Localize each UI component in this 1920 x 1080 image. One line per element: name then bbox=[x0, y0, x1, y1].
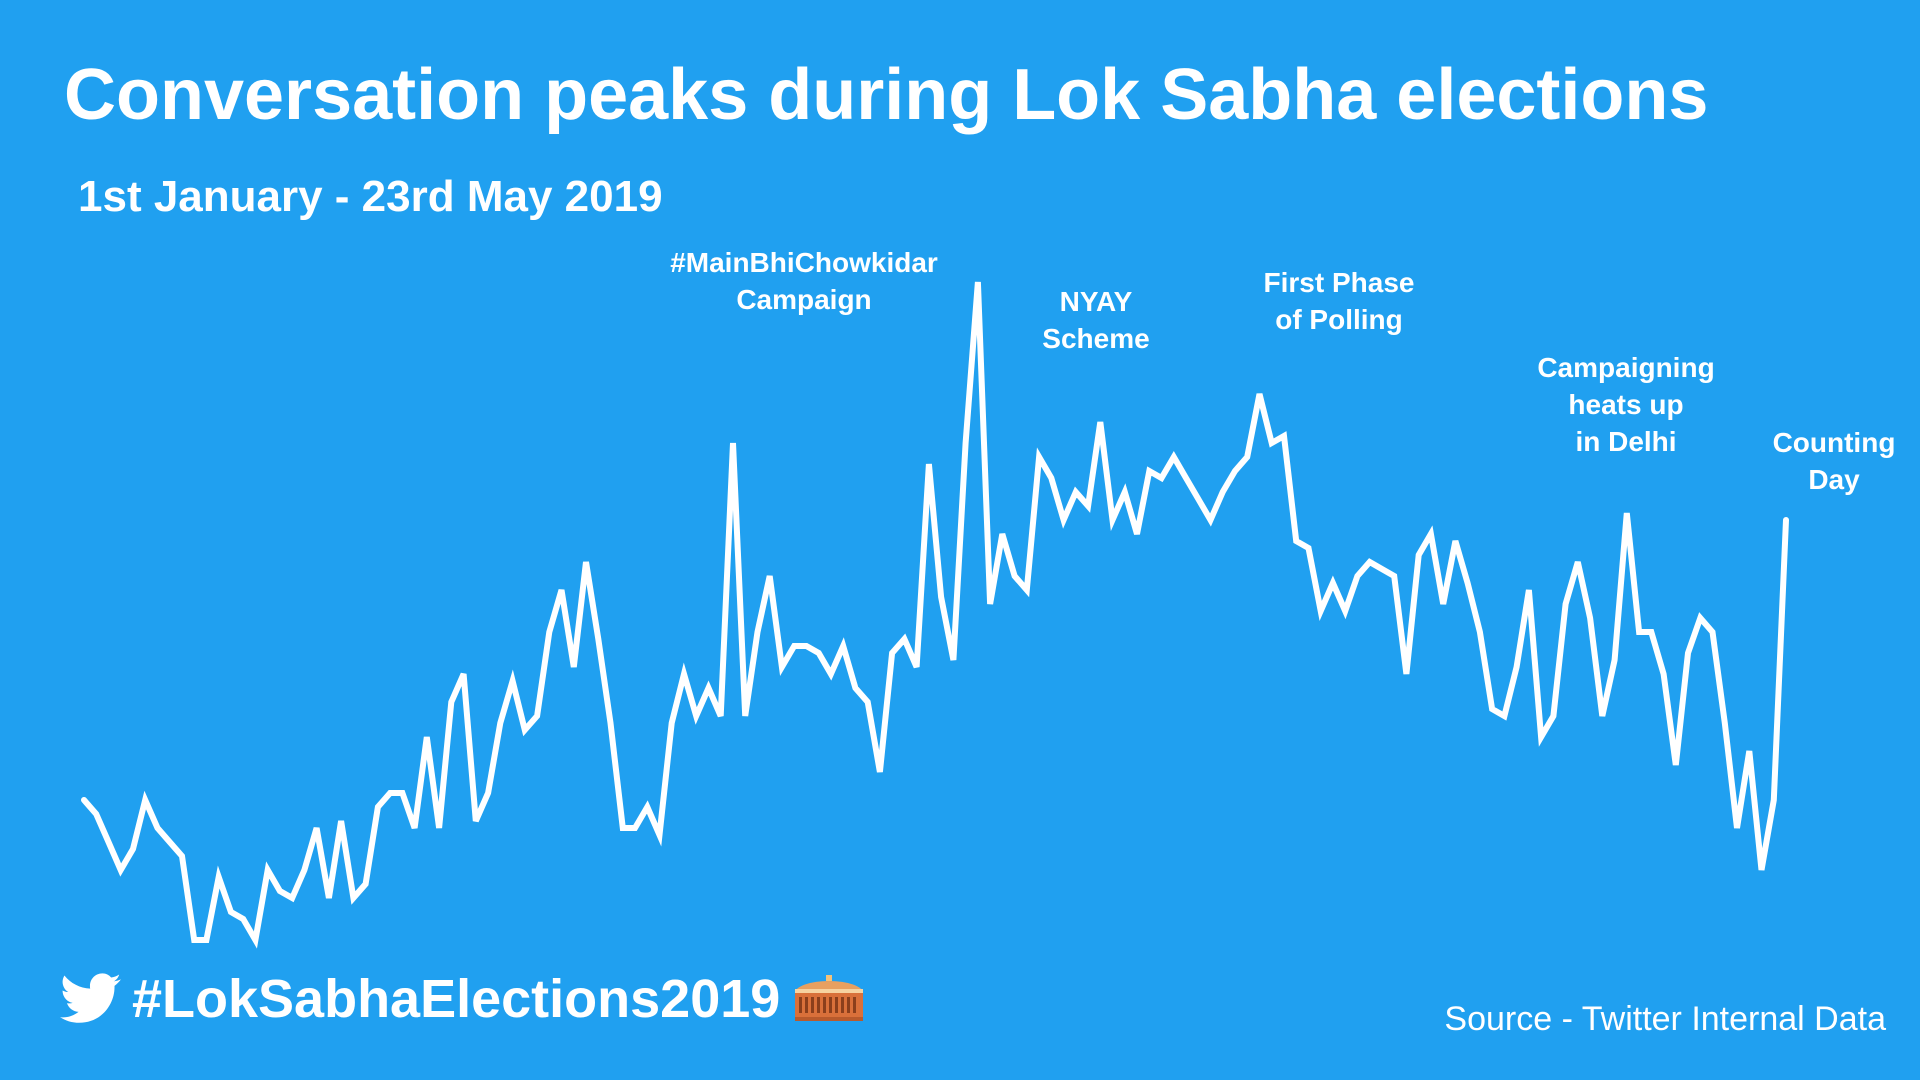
annotation-counting-day: Counting Day bbox=[1772, 427, 1896, 495]
annotation-nyay-scheme: NYAY Scheme bbox=[1042, 286, 1150, 354]
series-line bbox=[81, 281, 1789, 949]
annotation-campaigning-delhi: Campaigning heats up in Delhi bbox=[1537, 352, 1715, 457]
annotation-first-phase-polling: First Phase of Polling bbox=[1263, 267, 1415, 335]
page-subtitle: 1st January - 23rd May 2019 bbox=[78, 172, 663, 221]
footer-hashtag-row: #LokSabhaElections2019 bbox=[60, 964, 868, 1034]
parliament-building-icon bbox=[795, 975, 864, 1021]
annotation-mainbhichowkidar: #MainBhiChowkidar Campaign bbox=[670, 247, 938, 315]
source-note: Source - Twitter Internal Data bbox=[1444, 1000, 1886, 1038]
twitter-bird-icon bbox=[60, 973, 121, 1023]
page-title: Conversation peaks during Lok Sabha elec… bbox=[64, 55, 1709, 135]
hashtag-text: #LokSabhaElections2019 bbox=[132, 969, 781, 1029]
